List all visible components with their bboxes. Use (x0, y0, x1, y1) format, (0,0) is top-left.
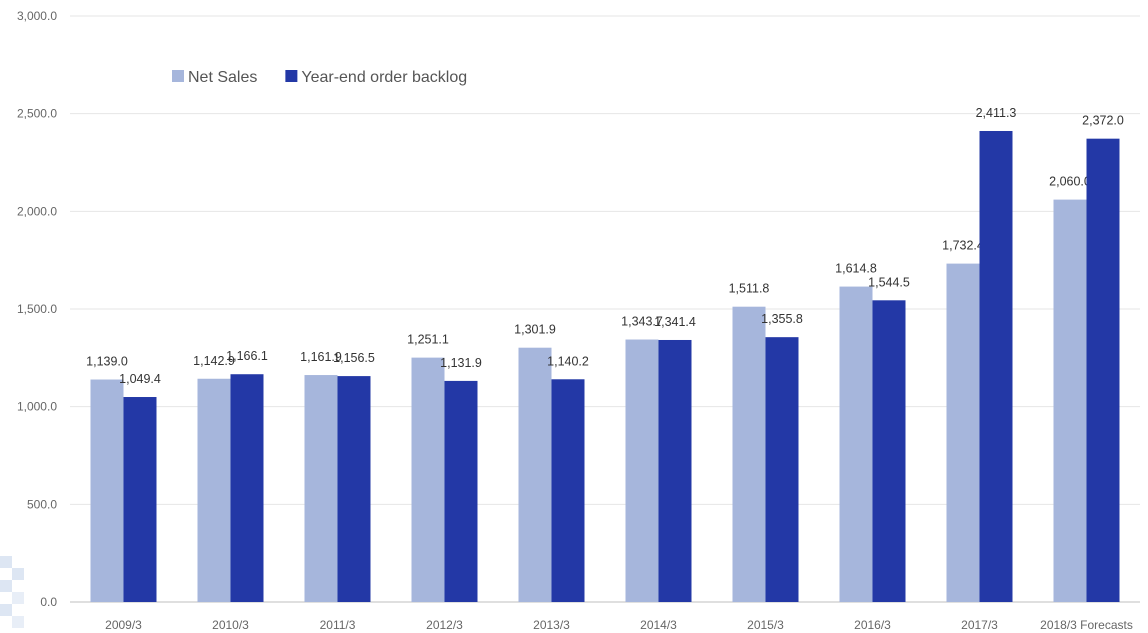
x-tick-label: 2016/3 (854, 618, 891, 632)
data-label: 1,156.5 (333, 351, 375, 365)
legend-swatch (172, 70, 184, 82)
bar-net-sales (732, 306, 766, 602)
bar-order-backlog (444, 380, 478, 602)
data-label: 1,139.0 (86, 355, 128, 369)
legend-label: Year-end order backlog (301, 69, 467, 86)
data-label: 1,544.5 (868, 275, 910, 289)
bar-order-backlog (765, 337, 799, 602)
y-tick-label: 0.0 (40, 595, 57, 609)
bar-net-sales (946, 263, 980, 602)
data-label: 1,341.4 (654, 315, 696, 329)
legend-label: Net Sales (188, 69, 257, 86)
y-tick-label: 3,000.0 (17, 9, 57, 23)
bar-net-sales (90, 379, 124, 602)
x-tick-label: 2010/3 (212, 618, 249, 632)
legend-swatch (285, 70, 298, 82)
bar-order-backlog (337, 376, 371, 602)
bar-order-backlog (551, 379, 585, 602)
x-tick-label: 2018/3 Forecasts (1040, 618, 1133, 632)
bar-net-sales (304, 375, 338, 602)
data-label: 1,049.4 (119, 372, 161, 386)
data-label: 1,251.1 (407, 333, 449, 347)
data-label: 1,343.7 (621, 315, 663, 329)
bar-order-backlog (872, 300, 906, 602)
y-tick-label: 1,500.0 (17, 302, 57, 316)
bar-net-sales (625, 339, 659, 602)
y-tick-label: 2,000.0 (17, 204, 57, 218)
bar-net-sales (411, 357, 445, 602)
bar-net-sales (197, 378, 231, 602)
data-label: 1,131.9 (440, 356, 482, 370)
y-tick-label: 1,000.0 (17, 400, 57, 414)
bar-order-backlog (979, 130, 1013, 602)
x-tick-label: 2013/3 (533, 618, 570, 632)
data-label: 1,614.8 (835, 262, 877, 276)
x-tick-label: 2012/3 (426, 618, 463, 632)
data-label: 1,511.8 (729, 282, 770, 296)
data-label: 1,301.9 (514, 323, 556, 337)
data-label: 1,140.2 (547, 354, 589, 368)
data-label: 1,142.9 (193, 354, 235, 368)
bar-order-backlog (1086, 138, 1120, 603)
data-label: 1,732.4 (942, 239, 984, 253)
bar-net-sales (518, 347, 552, 602)
x-tick-label: 2017/3 (961, 618, 998, 632)
x-tick-label: 2009/3 (105, 618, 142, 632)
y-tick-label: 2,500.0 (17, 107, 57, 121)
bar-order-backlog (123, 397, 157, 602)
data-label: 2,060.0 (1049, 175, 1091, 189)
bar-order-backlog (658, 339, 692, 602)
x-tick-label: 2014/3 (640, 618, 677, 632)
data-label: 1,355.8 (761, 312, 803, 326)
bar-net-sales (839, 286, 873, 602)
bar-net-sales (1053, 199, 1087, 602)
x-tick-label: 2011/3 (320, 618, 356, 632)
data-label: 2,411.3 (976, 106, 1017, 120)
y-tick-label: 500.0 (27, 497, 57, 511)
data-label: 1,161.9 (300, 350, 342, 364)
x-tick-label: 2015/3 (747, 618, 784, 632)
bar-order-backlog (230, 374, 264, 602)
data-label: 2,372.0 (1082, 114, 1124, 128)
data-label: 1,166.1 (226, 349, 268, 363)
